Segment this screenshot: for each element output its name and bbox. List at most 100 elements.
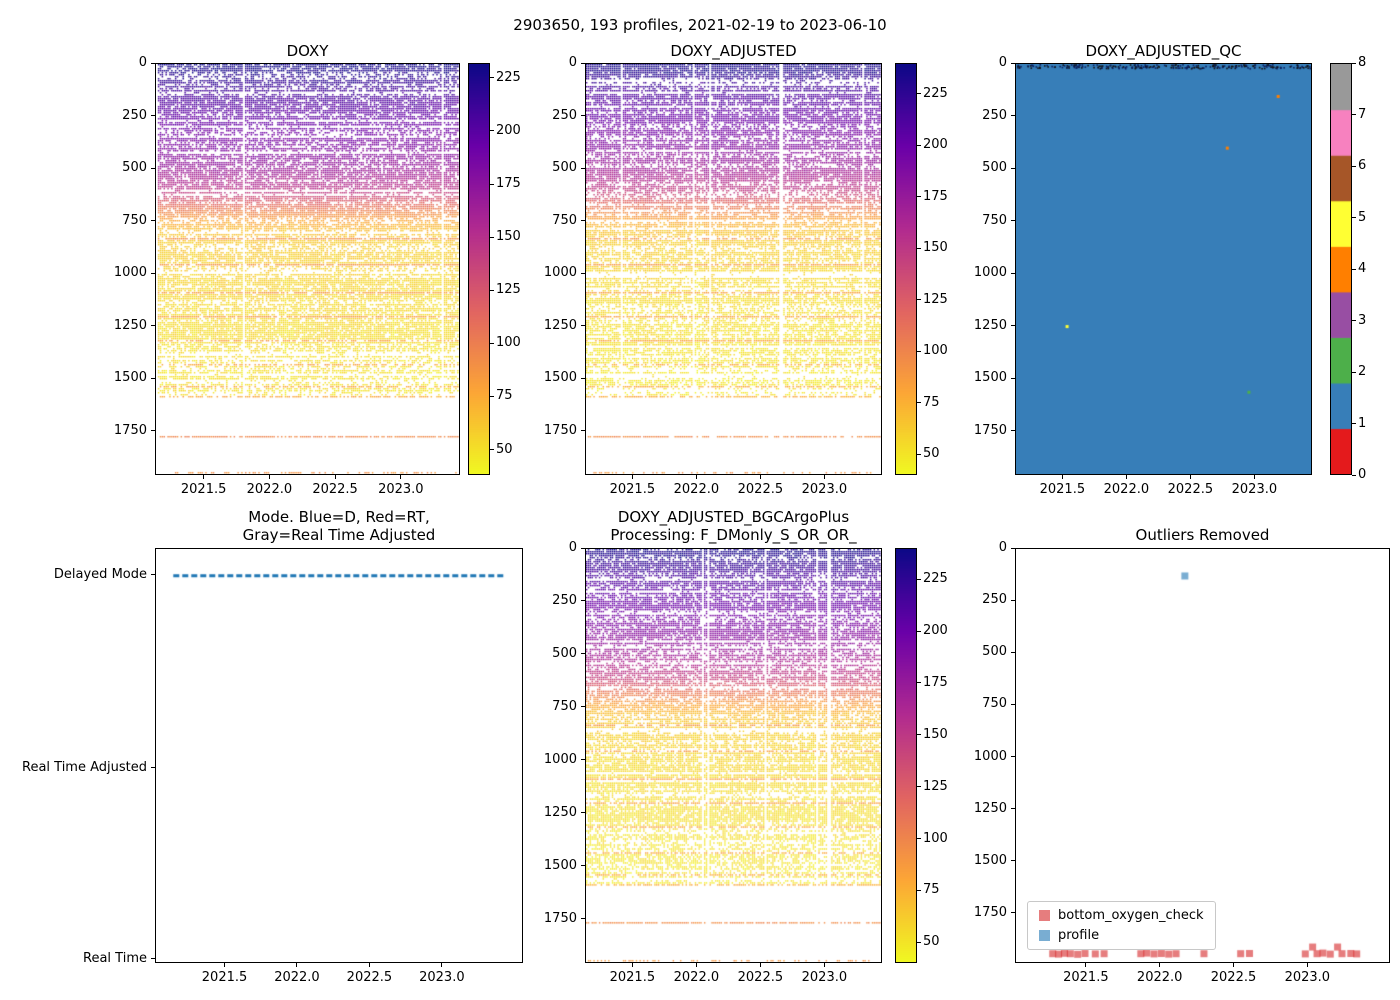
y-tick-label: 750 (122, 212, 147, 228)
y-tick-mark (581, 167, 585, 169)
x-tick-label: 2021.5 (609, 970, 656, 985)
colorbar-tick-mark (490, 183, 494, 185)
y-tick-label: 1250 (973, 800, 1007, 816)
colorbar-tick-mark (490, 449, 494, 450)
colorbar-tick-label: 50 (923, 446, 940, 462)
colorbar-tick-label: 175 (496, 176, 521, 192)
bgc-heatmap-canvas (586, 549, 881, 962)
y-tick-label: 1250 (543, 804, 577, 820)
y-tick-label: 250 (122, 107, 147, 123)
plot-title-outliers: Outliers Removed (1135, 526, 1270, 544)
colorbar-tick-mark (1352, 320, 1356, 321)
colorbar-tick-label: 75 (496, 388, 513, 404)
y-tick-label: 500 (552, 645, 577, 661)
y-tick-label: 1250 (973, 317, 1007, 333)
x-tick-label: 2021.5 (180, 482, 227, 497)
y-tick-mark (581, 812, 585, 814)
y-tick-mark (581, 653, 585, 655)
qc-heatmap-axes (1015, 63, 1312, 475)
y-tick-mark (1011, 860, 1015, 862)
colorbar-tick-label: 5 (1358, 209, 1367, 225)
mode-y-tick-mark (151, 767, 155, 769)
y-tick-label: 0 (568, 55, 577, 70)
x-tick-label: 2022.0 (274, 970, 320, 985)
y-tick-label: 1750 (973, 422, 1007, 438)
colorbar-tick-mark (1352, 268, 1356, 270)
y-tick-label: 1250 (113, 317, 147, 333)
colorbar-tick-label: 225 (496, 69, 521, 85)
colorbar-tick-mark (490, 289, 494, 291)
mode-canvas (156, 549, 522, 962)
y-tick-mark (1011, 325, 1015, 327)
mode-category-label: Real Time Adjusted (22, 759, 147, 775)
colorbar-tick-label: 2 (1358, 364, 1367, 379)
colorbar-tick-mark (1352, 217, 1356, 218)
y-tick-mark (1011, 808, 1015, 810)
plot-title-mode-line2: Gray=Real Time Adjusted (242, 526, 436, 544)
y-tick-label: 1500 (543, 370, 577, 386)
bgc-colorbar (895, 548, 917, 963)
mode-category-label: Delayed Mode (53, 566, 147, 582)
colorbar-tick-label: 75 (923, 882, 940, 898)
y-tick-label: 1000 (973, 748, 1007, 764)
plot-title-bgc-line1: DOXY_ADJUSTED_BGCArgoPlus (617, 508, 850, 526)
x-tick-label: 2022.5 (1210, 970, 1257, 985)
legend-item-bottom-oxygen-check: bottom_oxygen_check (1039, 908, 1204, 923)
y-tick-label: 500 (122, 160, 147, 176)
x-tick-mark (759, 475, 761, 479)
y-tick-label: 250 (552, 107, 577, 123)
colorbar-tick-mark (917, 144, 921, 146)
y-tick-label: 1750 (543, 422, 577, 438)
y-tick-label: 500 (982, 644, 1007, 660)
colorbar-tick-label: 125 (496, 282, 521, 298)
y-tick-label: 0 (998, 540, 1007, 555)
colorbar-tick-label: 175 (923, 188, 948, 204)
y-tick-mark (151, 430, 155, 432)
x-tick-mark (203, 475, 205, 479)
x-tick-label: 2023.0 (1231, 482, 1278, 497)
y-tick-mark (581, 272, 585, 274)
y-tick-mark (581, 865, 585, 867)
colorbar-tick-label: 0 (1358, 467, 1367, 482)
x-tick-mark (1306, 963, 1308, 967)
y-tick-label: 1750 (973, 904, 1007, 920)
y-tick-label: 0 (568, 540, 577, 555)
legend-item-profile: profile (1039, 928, 1204, 943)
doxy-adjusted-colorbar (895, 63, 917, 475)
y-tick-label: 1500 (973, 852, 1007, 868)
y-tick-label: 1750 (543, 910, 577, 926)
y-tick-mark (581, 759, 585, 761)
y-tick-mark (1011, 115, 1015, 117)
plot-title-bgc: DOXY_ADJUSTED_BGCArgoPlus Processing: F_… (585, 508, 882, 544)
colorbar-tick-label: 100 (923, 830, 948, 846)
y-tick-label: 750 (982, 212, 1007, 228)
y-tick-mark (151, 325, 155, 327)
x-tick-mark (1061, 475, 1063, 479)
colorbar-tick-label: 4 (1358, 261, 1367, 276)
x-tick-label: 2022.5 (737, 970, 784, 985)
colorbar-tick-mark (490, 342, 494, 344)
x-tick-label: 2022.5 (737, 482, 784, 497)
x-tick-label: 2022.5 (346, 970, 393, 985)
y-tick-label: 250 (982, 107, 1007, 123)
colorbar-tick-label: 175 (923, 674, 948, 690)
colorbar-tick-mark (917, 350, 921, 352)
y-tick-label: 1250 (543, 317, 577, 333)
doxy-heatmap-canvas (156, 64, 459, 474)
y-tick-mark (1011, 62, 1015, 64)
colorbar-tick-label: 100 (923, 343, 948, 359)
y-tick-label: 500 (552, 160, 577, 176)
x-tick-mark (334, 475, 336, 479)
y-tick-mark (151, 377, 155, 379)
y-tick-label: 750 (982, 696, 1007, 712)
x-tick-mark (823, 475, 825, 479)
y-tick-mark (151, 62, 155, 64)
y-tick-mark (581, 918, 585, 920)
x-tick-mark (631, 475, 633, 479)
doxy-adjusted-heatmap-canvas (586, 64, 881, 474)
x-tick-mark (631, 963, 633, 967)
plot-title-mode-line1: Mode. Blue=D, Red=RT, (248, 508, 430, 526)
y-tick-mark (1011, 430, 1015, 432)
colorbar-tick-label: 200 (923, 623, 948, 638)
